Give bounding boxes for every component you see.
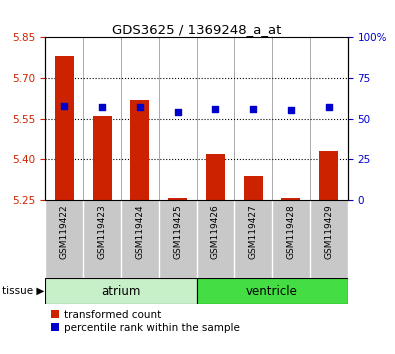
Point xyxy=(61,103,68,108)
Text: GSM119428: GSM119428 xyxy=(286,204,295,259)
Text: GSM119425: GSM119425 xyxy=(173,204,182,259)
Bar xyxy=(168,198,187,200)
Point xyxy=(288,108,294,113)
Legend: transformed count, percentile rank within the sample: transformed count, percentile rank withi… xyxy=(51,310,240,333)
Text: atrium: atrium xyxy=(101,285,141,298)
Point xyxy=(325,104,332,110)
Point xyxy=(250,106,256,112)
Bar xyxy=(244,176,263,200)
Text: GSM119424: GSM119424 xyxy=(135,204,144,258)
Text: tissue ▶: tissue ▶ xyxy=(2,286,44,296)
Point xyxy=(137,104,143,110)
Text: GSM119426: GSM119426 xyxy=(211,204,220,259)
Bar xyxy=(282,198,300,200)
Bar xyxy=(55,56,74,200)
Bar xyxy=(319,151,338,200)
FancyBboxPatch shape xyxy=(45,278,197,304)
FancyBboxPatch shape xyxy=(197,278,348,304)
Text: GSM119423: GSM119423 xyxy=(98,204,107,259)
Text: GSM119427: GSM119427 xyxy=(249,204,258,259)
Bar xyxy=(130,99,149,200)
Point xyxy=(175,109,181,115)
Text: GSM119422: GSM119422 xyxy=(60,204,69,258)
Text: ventricle: ventricle xyxy=(246,285,298,298)
Text: GSM119429: GSM119429 xyxy=(324,204,333,259)
Bar xyxy=(93,116,111,200)
Bar xyxy=(206,154,225,200)
Title: GDS3625 / 1369248_a_at: GDS3625 / 1369248_a_at xyxy=(112,23,281,36)
Point xyxy=(99,104,105,110)
Point xyxy=(212,106,218,112)
